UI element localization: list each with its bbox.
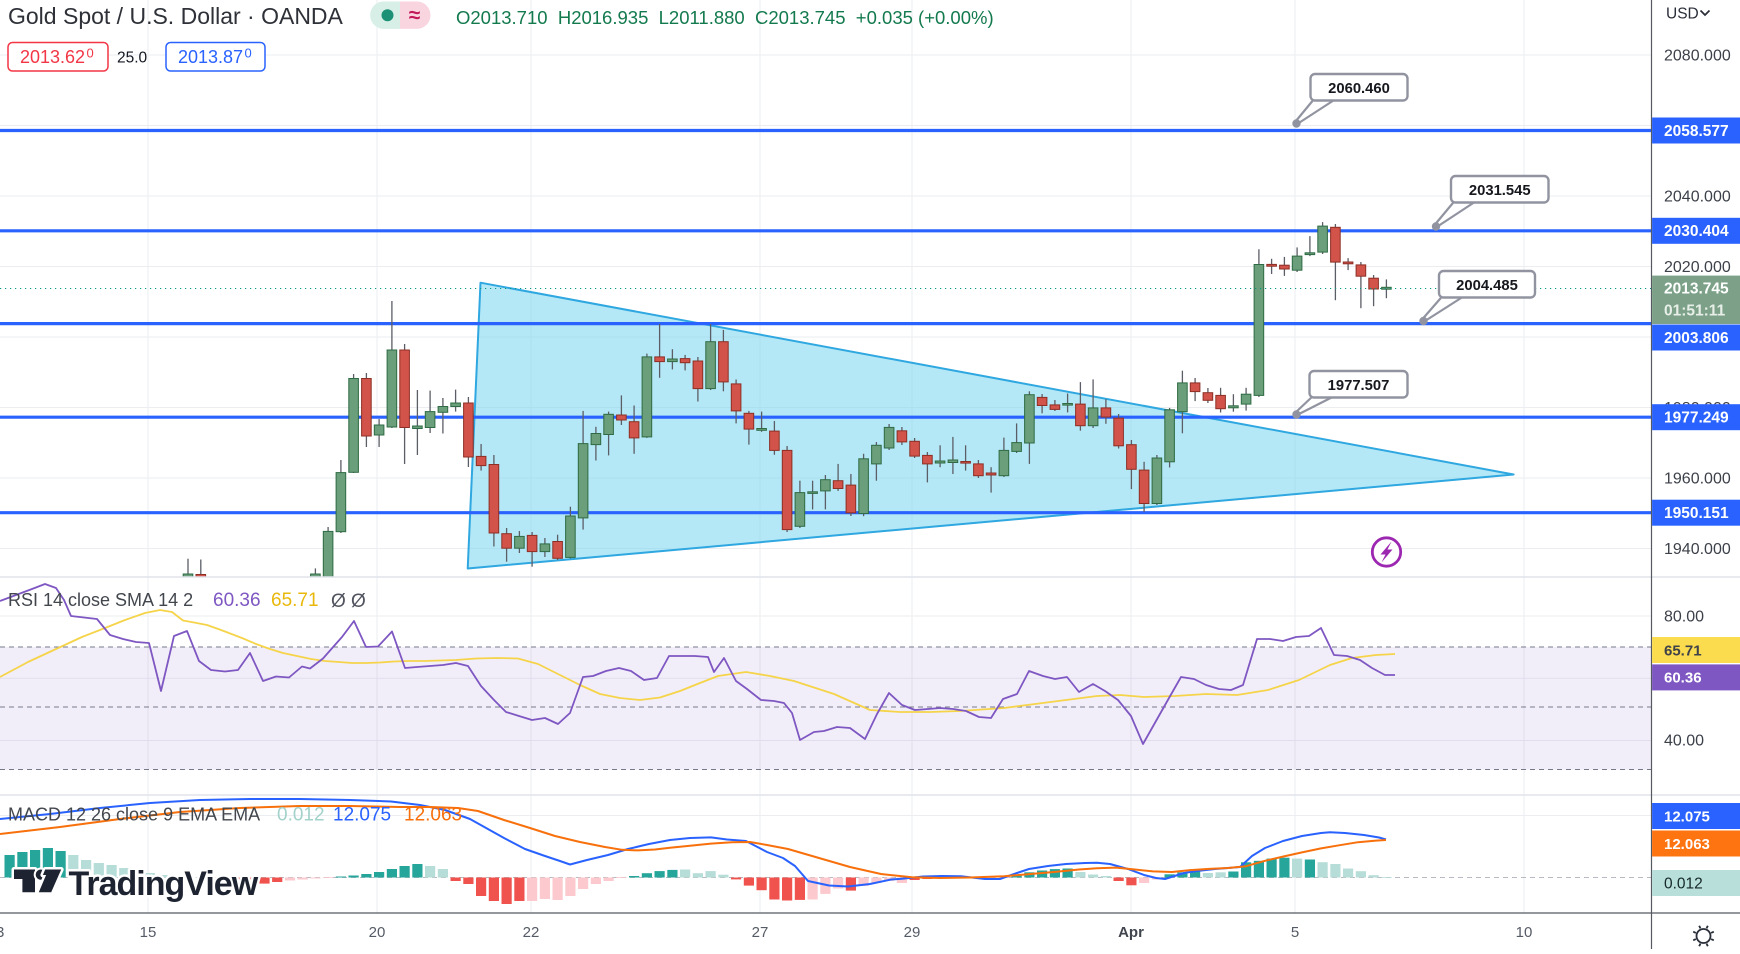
svg-text:2060.460: 2060.460 xyxy=(1328,81,1390,97)
svg-text:12.063: 12.063 xyxy=(404,805,462,826)
svg-text:O2013.710 H2016.935 L2011.88: O2013.710 H2016.935 L2011.880 C2013.745 … xyxy=(456,7,994,28)
svg-text:15: 15 xyxy=(140,924,157,941)
svg-text:65.71: 65.71 xyxy=(1664,642,1702,659)
svg-text:12.075: 12.075 xyxy=(1664,808,1710,825)
svg-text:25.0: 25.0 xyxy=(117,50,148,67)
svg-text:2080.000: 2080.000 xyxy=(1664,48,1731,65)
svg-text:RSI 14 close SMA 14 2: RSI 14 close SMA 14 2 xyxy=(8,590,193,610)
svg-text:0: 0 xyxy=(245,46,252,61)
svg-text:TradingView: TradingView xyxy=(69,865,259,903)
svg-text:2020.000: 2020.000 xyxy=(1664,259,1731,276)
svg-text:0.012: 0.012 xyxy=(277,805,325,826)
svg-text:USD: USD xyxy=(1666,6,1699,23)
svg-text:20: 20 xyxy=(369,924,386,941)
svg-text:80.00: 80.00 xyxy=(1664,609,1704,626)
svg-text:12.075: 12.075 xyxy=(333,805,391,826)
svg-text:10: 10 xyxy=(1516,924,1533,941)
svg-text:2058.577: 2058.577 xyxy=(1664,123,1729,140)
svg-text:1950.151: 1950.151 xyxy=(1664,505,1729,522)
svg-text:2031.545: 2031.545 xyxy=(1469,183,1531,199)
svg-text:60.36: 60.36 xyxy=(213,590,261,611)
svg-text:2013.62: 2013.62 xyxy=(20,47,85,67)
svg-text:2013.87: 2013.87 xyxy=(178,47,243,67)
svg-text:13: 13 xyxy=(0,924,4,941)
svg-text:0.012: 0.012 xyxy=(1664,875,1703,892)
svg-text:5: 5 xyxy=(1291,924,1299,941)
svg-text:≈: ≈ xyxy=(409,4,421,27)
svg-text:22: 22 xyxy=(523,924,540,941)
svg-text:1977.507: 1977.507 xyxy=(1328,378,1390,394)
svg-text:2013.745: 2013.745 xyxy=(1664,281,1729,298)
svg-text:MACD 12 26 close 9 EMA EMA: MACD 12 26 close 9 EMA EMA xyxy=(8,805,260,825)
svg-text:40.00: 40.00 xyxy=(1664,733,1704,750)
svg-text:Ø Ø: Ø Ø xyxy=(331,591,366,612)
svg-text:1977.249: 1977.249 xyxy=(1664,410,1729,427)
svg-text:60.36: 60.36 xyxy=(1664,670,1702,687)
svg-text:1960.000: 1960.000 xyxy=(1664,471,1731,488)
svg-text:2004.485: 2004.485 xyxy=(1456,278,1518,294)
svg-text:2030.404: 2030.404 xyxy=(1664,223,1729,240)
svg-text:12.063: 12.063 xyxy=(1664,836,1710,853)
svg-text:2003.806: 2003.806 xyxy=(1664,330,1729,347)
svg-text:Gold Spot / U.S. Dollar · OAND: Gold Spot / U.S. Dollar · OANDA xyxy=(8,3,344,29)
svg-text:0: 0 xyxy=(87,46,94,61)
svg-text:29: 29 xyxy=(904,924,921,941)
svg-text:65.71: 65.71 xyxy=(271,590,319,611)
svg-text:Apr: Apr xyxy=(1118,924,1144,941)
svg-text:1940.000: 1940.000 xyxy=(1664,541,1731,558)
svg-text:01:51:11: 01:51:11 xyxy=(1664,303,1726,320)
svg-text:2040.000: 2040.000 xyxy=(1664,189,1731,206)
svg-text:27: 27 xyxy=(752,924,769,941)
